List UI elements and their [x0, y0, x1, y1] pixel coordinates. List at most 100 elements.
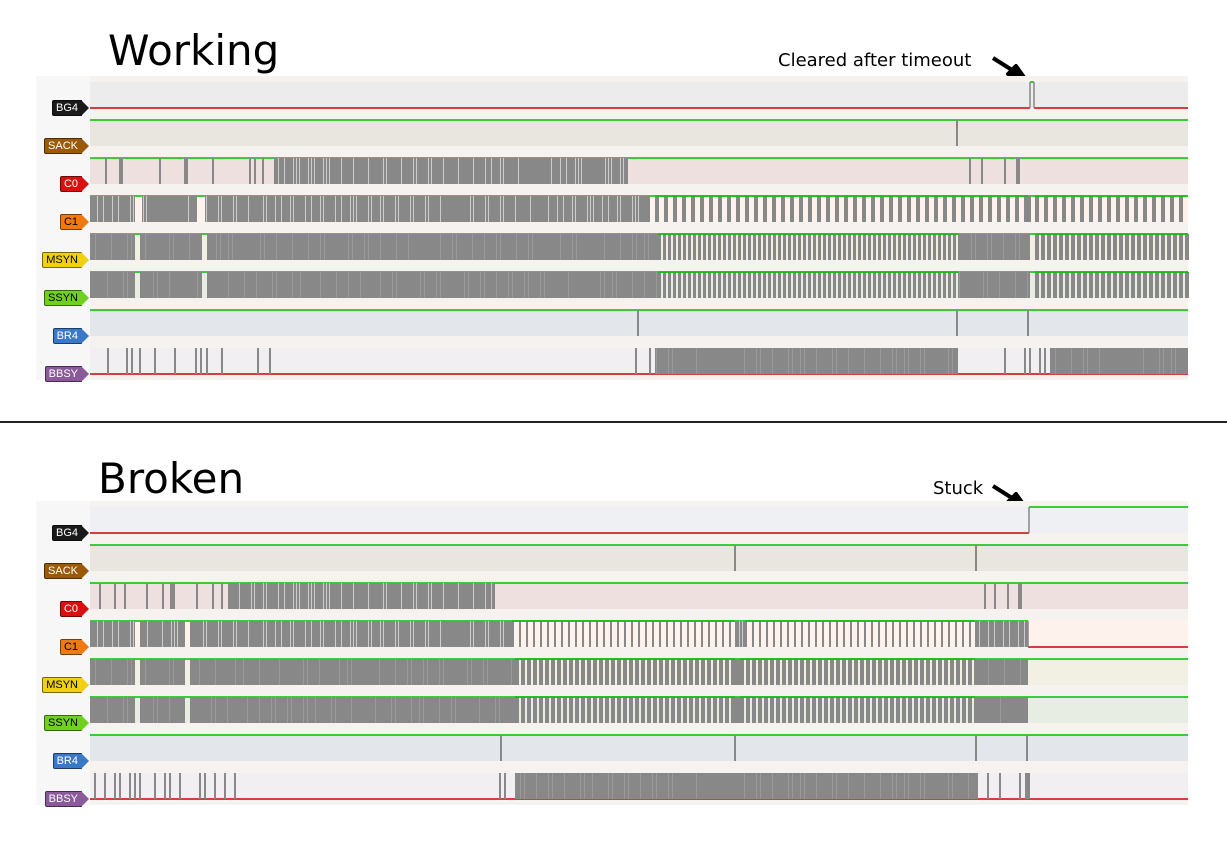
periodic-pulse: [908, 272, 911, 298]
signal-pulse: [139, 348, 141, 374]
signal-label-bbsy[interactable]: BBSY: [44, 366, 90, 382]
periodic-pulse: [1077, 234, 1081, 260]
periodic-activity: [740, 696, 978, 723]
signal-label-bg4[interactable]: BG4: [51, 100, 90, 116]
dense-stripe: [97, 621, 98, 647]
dense-stripe: [744, 348, 745, 374]
signal-label-c0[interactable]: C0: [59, 176, 90, 192]
periodic-pulse: [563, 659, 567, 685]
dense-stripe: [275, 196, 276, 222]
dense-stripe: [563, 196, 564, 222]
dense-stripe: [428, 158, 429, 184]
dense-stripe: [153, 697, 154, 723]
signal-label-sack[interactable]: SACK: [44, 563, 89, 579]
periodic-pulse: [818, 697, 822, 723]
signal-label-ssyn[interactable]: SSYN: [44, 290, 89, 306]
dense-stripe: [608, 196, 609, 222]
dense-stripe: [656, 773, 657, 799]
dense-stripe: [924, 773, 925, 799]
periodic-pulse: [866, 659, 870, 685]
periodic-pulse: [873, 234, 876, 260]
periodic-pulse: [1173, 234, 1177, 260]
periodic-pulse: [896, 697, 900, 723]
dense-stripe: [177, 621, 178, 647]
signal-pulse: [186, 158, 188, 184]
dense-stripe: [131, 234, 132, 260]
periodic-pulse: [888, 234, 891, 260]
periodic-pulse: [848, 659, 852, 685]
signal-pulse: [206, 348, 208, 374]
signal-label-br4[interactable]: BR4: [52, 328, 90, 344]
signal-label-msyn[interactable]: MSYN: [42, 252, 89, 268]
dense-stripe: [320, 196, 321, 222]
dense-stripe: [303, 659, 304, 685]
dense-stripe: [516, 234, 517, 260]
periodic-pulse: [764, 659, 768, 685]
signal-label-c0[interactable]: C0: [59, 601, 90, 617]
dense-stripe: [335, 196, 336, 222]
periodic-pulse: [551, 659, 555, 685]
periodic-pulse: [932, 659, 936, 685]
dense-stripe: [290, 196, 291, 222]
periodic-pulse: [1059, 234, 1063, 260]
periodic-pulse: [1113, 234, 1117, 260]
dense-stripe: [491, 158, 492, 184]
waveform-canvas[interactable]: [0, 501, 1227, 805]
dense-stripe: [566, 158, 567, 184]
dense-stripe: [133, 196, 134, 222]
signal-label-bbsy[interactable]: BBSY: [44, 791, 90, 807]
dense-stripe: [515, 196, 516, 222]
dense-stripe: [169, 697, 170, 723]
dense-stripe: [239, 583, 240, 609]
periodic-pulse: [781, 196, 785, 222]
periodic-activity: [1035, 271, 1189, 298]
periodic-pulse: [748, 272, 751, 298]
signal-pulse: [994, 583, 996, 609]
dense-stripe: [300, 272, 301, 298]
periodic-pulse: [1179, 272, 1183, 298]
periodic-pulse: [1089, 196, 1093, 222]
dense-stripe: [440, 272, 441, 298]
periodic-pulse: [907, 196, 911, 222]
periodic-pulse: [908, 234, 911, 260]
periodic-pulse: [1179, 234, 1183, 260]
signal-label-msyn[interactable]: MSYN: [42, 677, 89, 693]
dense-stripe: [299, 158, 300, 184]
dense-stripe: [111, 659, 112, 685]
periodic-pulse: [709, 196, 713, 222]
dense-stripe: [236, 621, 237, 647]
dense-stripe: [127, 272, 128, 298]
signal-label-bg4[interactable]: BG4: [51, 525, 90, 541]
signal-label-sack[interactable]: SACK: [44, 138, 89, 154]
dense-stripe: [353, 158, 354, 184]
signal-pulse: [1007, 583, 1009, 609]
dense-stripe: [371, 196, 372, 222]
signal-label-c1[interactable]: C1: [59, 214, 90, 230]
dense-stripe: [311, 621, 312, 647]
periodic-pulse: [688, 272, 691, 298]
signal-label-c1[interactable]: C1: [59, 639, 90, 655]
dense-stripe: [1083, 348, 1084, 374]
signal-label-ssyn[interactable]: SSYN: [44, 715, 89, 731]
dense-block: [140, 234, 202, 260]
signal-pulse: [1026, 735, 1028, 761]
dense-stripe: [436, 272, 437, 298]
signal-pulse: [1044, 348, 1046, 374]
periodic-pulse: [1107, 272, 1111, 298]
periodic-pulse: [673, 196, 677, 222]
dense-stripe: [320, 621, 321, 647]
signal-label-br4[interactable]: BR4: [52, 753, 90, 769]
dense-stripe: [266, 196, 267, 222]
periodic-pulse: [863, 234, 866, 260]
periodic-pulse: [893, 272, 896, 298]
dense-stripe: [173, 234, 174, 260]
periodic-pulse: [842, 697, 846, 723]
dense-stripe: [315, 697, 316, 723]
signal-pulse: [126, 348, 128, 374]
dense-stripe: [368, 583, 369, 609]
waveform-canvas[interactable]: [0, 76, 1227, 380]
working-waveform-panel: BG4 SACK C0 C1 MSYN SSYN BR4 BBSY: [0, 76, 1227, 382]
dense-stripe: [920, 348, 921, 374]
periodic-pulse: [635, 659, 639, 685]
dense-stripe: [440, 621, 441, 647]
